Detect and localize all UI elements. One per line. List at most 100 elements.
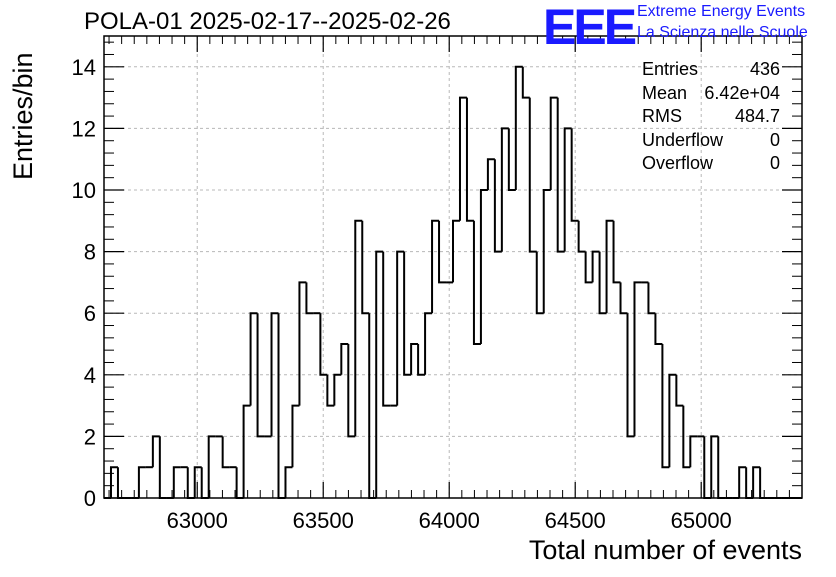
histogram-bin	[619, 282, 628, 315]
stats-key: RMS	[642, 106, 682, 127]
stats-value: 6.42e+04	[704, 82, 780, 103]
histogram-bin	[633, 281, 642, 437]
histogram-bin	[563, 127, 572, 252]
histogram-bin	[703, 436, 712, 499]
stats-key: Mean	[642, 82, 688, 103]
axis-layer: 63000 63500 64000 64500 65000 0 2 4 6 8 10 12 14	[72, 35, 803, 533]
histogram-bin	[584, 251, 593, 284]
histogram-bin	[403, 251, 412, 376]
stats-row-overflow: Overflow 0	[642, 152, 780, 176]
histogram-bin	[668, 373, 677, 468]
histogram-bin	[291, 404, 300, 468]
histogram-bin	[549, 96, 558, 190]
plot-frame	[103, 35, 803, 499]
histogram-bin	[598, 251, 607, 315]
histogram-bin	[752, 466, 761, 498]
stats-key: Underflow	[642, 129, 724, 150]
histogram-bin	[542, 189, 551, 314]
histogram-bin	[528, 97, 537, 253]
histogram-bin	[759, 467, 768, 499]
y-tick-label: 14	[72, 55, 96, 80]
stats-key: Overflow	[642, 153, 714, 174]
y-tick-label: 12	[72, 116, 96, 141]
x-axis-label: Total number of events	[528, 535, 802, 565]
y-tick-label: 2	[84, 424, 96, 449]
histogram-bin	[137, 466, 146, 498]
histogram-bin	[493, 159, 502, 253]
stats-row-rms: RMS 484.7	[642, 105, 780, 129]
x-tick-label: 64000	[419, 508, 480, 533]
histogram-bin	[375, 250, 384, 498]
histogram-bin	[465, 97, 474, 222]
histogram-bin	[675, 374, 684, 407]
stats-value: 436	[749, 59, 780, 79]
histogram-bin	[654, 313, 663, 345]
histogram-bin	[284, 466, 293, 498]
histogram-bin	[242, 404, 251, 498]
histogram-bin	[605, 219, 614, 314]
histogram-bin	[535, 251, 544, 315]
histogram-bin	[193, 466, 202, 498]
histogram-bin	[472, 220, 481, 345]
histogram-bin	[200, 467, 209, 499]
histogram-bin	[151, 435, 160, 468]
histogram-bin	[186, 467, 195, 499]
x-tick-label: 63500	[293, 508, 354, 533]
histogram-bin	[417, 344, 426, 376]
histogram-bin	[298, 281, 307, 406]
histogram-bin	[577, 220, 586, 253]
y-tick-label: 8	[84, 240, 96, 265]
histogram-bin	[612, 220, 621, 284]
histogram-bin	[347, 344, 356, 438]
histogram-bin	[500, 127, 509, 252]
chart-title: POLA-01 2025-02-17--2025-02-26	[84, 8, 451, 35]
eee-logo: EEE	[543, 0, 637, 55]
histogram-bin	[340, 343, 349, 375]
histogram-bin	[158, 436, 167, 499]
y-tick-label: 4	[84, 363, 96, 388]
stats-row-entries: Entries 436	[642, 58, 780, 82]
histogram-bin	[207, 435, 216, 498]
x-tick-label: 63000	[167, 508, 228, 533]
histogram-bin	[507, 128, 516, 191]
histogram-bin	[410, 343, 419, 375]
y-axis-label: Entries/bin	[8, 52, 38, 180]
histogram-bin	[256, 313, 265, 438]
histogram-bin	[479, 189, 488, 344]
stats-value: 0	[769, 129, 780, 150]
histogram-bin	[556, 97, 565, 253]
histogram-bin	[326, 374, 335, 407]
histogram-bin	[626, 313, 635, 438]
logo-line-1: Extreme Energy Events	[637, 3, 806, 20]
histogram-bin	[689, 435, 698, 468]
histogram-bin	[277, 313, 286, 499]
histogram-bin	[382, 251, 391, 407]
histogram-bin	[396, 250, 405, 406]
logo-line-2: La Scienza nelle Scuole	[637, 24, 808, 41]
y-tick-label: 10	[72, 178, 96, 203]
y-tick-label: 6	[84, 301, 96, 326]
histogram-bin	[305, 282, 314, 315]
histogram-bin	[431, 219, 440, 314]
histogram-bin	[109, 466, 118, 498]
histogram-bin	[710, 435, 719, 498]
histogram-bin	[221, 436, 230, 469]
histogram-bin	[738, 466, 747, 498]
histogram-bin	[361, 220, 370, 315]
histogram-bin	[354, 219, 363, 437]
histogram-bin	[647, 282, 656, 315]
histogram-bin	[424, 312, 433, 375]
x-tick-label: 65000	[671, 508, 732, 533]
stats-row-mean: Mean 6.42e+04	[642, 82, 780, 106]
histogram-bin	[172, 466, 181, 498]
stats-value: 484.7	[734, 106, 780, 127]
histogram-bin	[368, 313, 377, 499]
stats-box: Entries 436 Mean 6.42e+04 RMS 484.7 Unde…	[642, 58, 780, 176]
histogram-bin	[249, 312, 258, 406]
stats-value: 0	[769, 153, 780, 174]
histogram-bin	[235, 467, 244, 499]
histogram-bin	[661, 344, 670, 469]
grid-layer	[104, 36, 802, 498]
